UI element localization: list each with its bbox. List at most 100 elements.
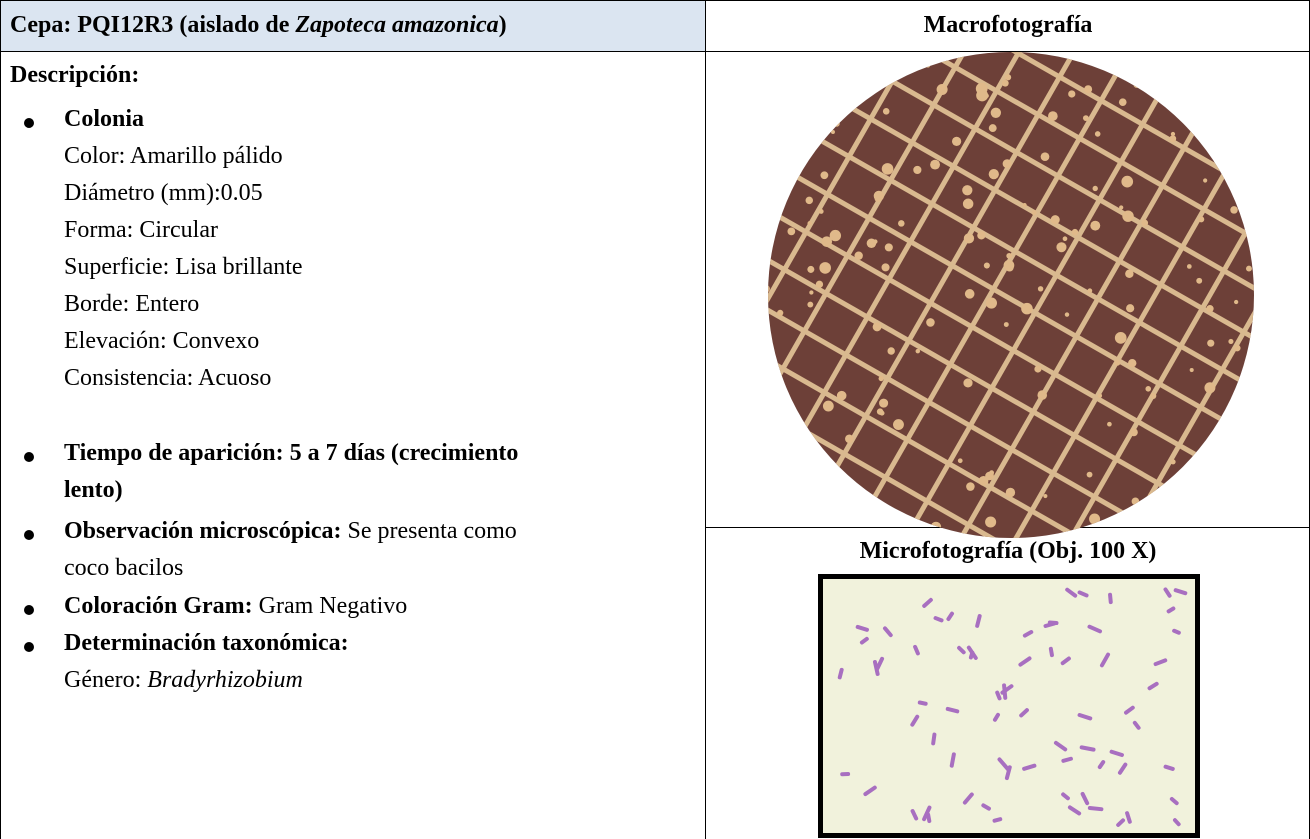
colony xyxy=(1121,175,1134,188)
colony xyxy=(1248,459,1254,470)
bacillus xyxy=(1173,588,1188,596)
colony xyxy=(815,280,824,288)
bacillus xyxy=(1022,630,1034,638)
colony xyxy=(1133,80,1141,88)
colony xyxy=(1086,471,1093,478)
colony xyxy=(1198,216,1205,223)
colony xyxy=(1114,359,1121,366)
colony xyxy=(818,209,824,214)
colony xyxy=(768,350,771,356)
bacillus xyxy=(1065,587,1078,598)
item: Observación microscópica: Se presenta co… xyxy=(64,518,517,545)
colony xyxy=(1082,115,1089,121)
bacillus xyxy=(863,785,877,797)
bacillus xyxy=(922,597,933,608)
colony xyxy=(1118,98,1127,106)
bacillus xyxy=(1097,760,1106,770)
colony xyxy=(774,205,782,213)
colony xyxy=(820,171,829,180)
bacillus xyxy=(913,644,920,656)
bacillus xyxy=(926,812,932,824)
bacillus xyxy=(1166,606,1176,614)
bacillus xyxy=(945,706,960,714)
bullet xyxy=(24,118,34,128)
colony xyxy=(1122,210,1134,222)
bacillus xyxy=(1047,620,1059,626)
colonia-line: Color: Amarillo pálido xyxy=(64,143,283,169)
bacillus xyxy=(910,714,920,727)
colony xyxy=(1056,242,1067,253)
bullet xyxy=(24,605,34,615)
bacillus xyxy=(1132,720,1141,730)
bacillus xyxy=(1079,745,1096,752)
colony xyxy=(1246,265,1252,272)
text: Se presenta como xyxy=(347,518,517,544)
colonia-line: Elevación: Convexo xyxy=(64,328,260,354)
colony xyxy=(768,222,774,232)
colony xyxy=(962,198,974,210)
colony xyxy=(988,124,997,133)
bacillus xyxy=(1019,708,1029,718)
colony xyxy=(1196,277,1203,284)
micro-frame xyxy=(818,574,1200,838)
colony xyxy=(879,398,889,408)
colony xyxy=(807,265,815,273)
colony xyxy=(901,52,909,56)
colony xyxy=(854,251,863,260)
colony xyxy=(1204,382,1216,394)
header-right: Macrofotografía xyxy=(923,12,1093,38)
colony xyxy=(910,61,920,71)
bacilli xyxy=(837,587,1188,827)
colony xyxy=(1234,299,1239,305)
colony xyxy=(1207,339,1215,347)
bacillus xyxy=(962,792,974,805)
colony xyxy=(930,159,940,170)
colony xyxy=(1005,263,1014,272)
colony xyxy=(800,474,809,484)
colony xyxy=(963,233,975,244)
text: coco bacilos xyxy=(64,555,184,581)
text: Bradyrhizobium xyxy=(147,667,303,693)
colonia-line: Consistencia: Acuoso xyxy=(64,365,272,391)
colony xyxy=(926,318,935,327)
bullet xyxy=(24,642,34,652)
colony xyxy=(936,83,948,96)
bacillus xyxy=(1077,712,1093,721)
bacillus xyxy=(997,757,1010,772)
colony xyxy=(807,221,813,226)
bacillus xyxy=(1109,749,1124,758)
border xyxy=(0,0,1310,1)
colony xyxy=(784,502,797,515)
colony xyxy=(822,400,834,412)
bacillus xyxy=(1116,818,1126,827)
colony xyxy=(768,415,774,424)
colony xyxy=(1050,215,1060,225)
colony xyxy=(1001,79,1009,87)
colonia-line: Diámetro (mm):0.05 xyxy=(64,180,263,206)
colony xyxy=(1071,228,1079,236)
colonia-line: Superficie: Lisa brillante xyxy=(64,254,303,280)
colony xyxy=(819,262,831,274)
colony xyxy=(913,165,922,175)
bacillus xyxy=(933,616,944,623)
colony xyxy=(1203,99,1211,107)
bacillus xyxy=(995,690,1002,701)
colony xyxy=(884,243,893,252)
colony xyxy=(990,107,1002,118)
bacillus xyxy=(1002,683,1008,700)
bacillus xyxy=(981,803,991,811)
colony xyxy=(1128,358,1137,368)
colony xyxy=(807,301,814,308)
colony xyxy=(1004,74,1012,81)
bacillus xyxy=(1172,628,1181,635)
bacillus xyxy=(1018,656,1032,667)
colony xyxy=(930,521,942,533)
colony xyxy=(925,63,931,68)
item-label: Observación microscópica: xyxy=(64,518,342,544)
colony xyxy=(1203,178,1208,183)
colony xyxy=(821,236,833,247)
bacillus xyxy=(1053,740,1068,752)
bacillus xyxy=(875,656,885,671)
colony xyxy=(1037,286,1044,292)
colony xyxy=(1119,205,1124,210)
